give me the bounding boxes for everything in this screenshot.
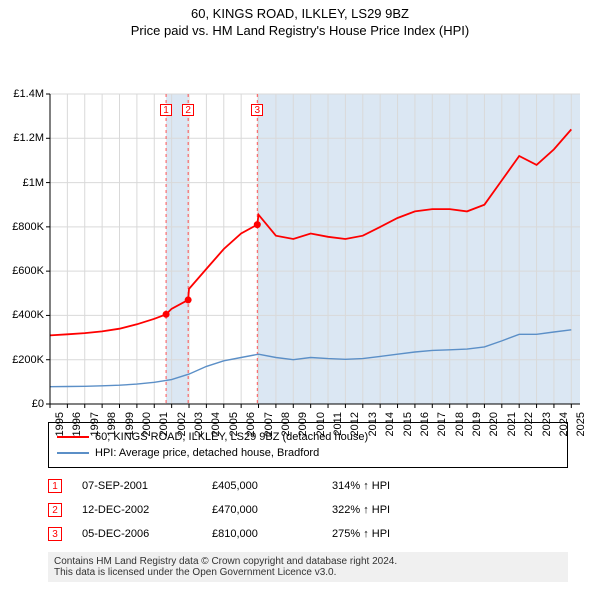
x-tick-label: 2025 xyxy=(575,412,587,452)
footer-license: Contains HM Land Registry data © Crown c… xyxy=(48,552,568,582)
x-tick-label: 1997 xyxy=(89,412,101,452)
y-tick-label: £600K xyxy=(2,265,44,277)
x-tick-label: 2015 xyxy=(402,412,414,452)
x-tick-label: 1995 xyxy=(54,412,66,452)
sale-row: 1 07-SEP-2001 £405,000 314% ↑ HPI xyxy=(48,474,568,498)
chart-sale-marker: 1 xyxy=(160,104,172,116)
x-tick-label: 2002 xyxy=(176,412,188,452)
sale-date: 05-DEC-2006 xyxy=(82,528,192,540)
sale-price: £810,000 xyxy=(212,528,312,540)
chart-sale-marker: 3 xyxy=(251,104,263,116)
y-tick-label: £800K xyxy=(2,221,44,233)
y-tick-label: £1.4M xyxy=(2,88,44,100)
x-tick-label: 2005 xyxy=(228,412,240,452)
x-tick-label: 2001 xyxy=(158,412,170,452)
x-tick-label: 2013 xyxy=(367,412,379,452)
footer-line1: Contains HM Land Registry data © Crown c… xyxy=(54,556,562,567)
sale-price: £405,000 xyxy=(212,480,312,492)
x-tick-label: 2003 xyxy=(193,412,205,452)
sale-marker-icon: 2 xyxy=(48,503,62,517)
sale-pct: 314% ↑ HPI xyxy=(332,480,452,492)
x-tick-label: 2011 xyxy=(332,412,344,452)
sale-row: 2 12-DEC-2002 £470,000 322% ↑ HPI xyxy=(48,498,568,522)
chart-plot-area: £0£200K£400K£600K£800K£1M£1.2M£1.4M19951… xyxy=(0,44,600,414)
x-tick-label: 2020 xyxy=(488,412,500,452)
footer-line2: This data is licensed under the Open Gov… xyxy=(54,567,562,578)
chart-sale-marker: 2 xyxy=(182,104,194,116)
sale-pct: 275% ↑ HPI xyxy=(332,528,452,540)
sale-marker-icon: 3 xyxy=(48,527,62,541)
x-tick-label: 2021 xyxy=(506,412,518,452)
sale-date: 07-SEP-2001 xyxy=(82,480,192,492)
x-tick-label: 2024 xyxy=(558,412,570,452)
x-tick-label: 1996 xyxy=(71,412,83,452)
y-tick-label: £1.2M xyxy=(2,132,44,144)
x-tick-label: 2009 xyxy=(297,412,309,452)
chart-container: { "title_line1": "60, KINGS ROAD, ILKLEY… xyxy=(0,6,600,590)
x-tick-label: 2023 xyxy=(541,412,553,452)
y-tick-label: £200K xyxy=(2,354,44,366)
x-tick-label: 2000 xyxy=(141,412,153,452)
y-tick-label: £0 xyxy=(2,398,44,410)
x-tick-label: 2012 xyxy=(349,412,361,452)
sale-price: £470,000 xyxy=(212,504,312,516)
y-tick-label: £400K xyxy=(2,309,44,321)
x-tick-label: 2010 xyxy=(315,412,327,452)
legend-swatch xyxy=(57,452,89,454)
x-tick-label: 2014 xyxy=(384,412,396,452)
sale-pct: 322% ↑ HPI xyxy=(332,504,452,516)
x-tick-label: 2016 xyxy=(419,412,431,452)
chart-title-1: 60, KINGS ROAD, ILKLEY, LS29 9BZ xyxy=(0,6,600,21)
x-tick-label: 2008 xyxy=(280,412,292,452)
sale-marker-icon: 1 xyxy=(48,479,62,493)
x-tick-label: 2022 xyxy=(523,412,535,452)
x-tick-label: 2006 xyxy=(245,412,257,452)
x-tick-label: 2017 xyxy=(436,412,448,452)
sales-table: 1 07-SEP-2001 £405,000 314% ↑ HPI 2 12-DEC-20… xyxy=(48,474,568,546)
sale-date: 12-DEC-2002 xyxy=(82,504,192,516)
chart-overlay: £0£200K£400K£600K£800K£1M£1.2M£1.4M19951… xyxy=(0,44,600,414)
x-tick-label: 1999 xyxy=(124,412,136,452)
x-tick-label: 2004 xyxy=(210,412,222,452)
x-tick-label: 2018 xyxy=(454,412,466,452)
sale-row: 3 05-DEC-2006 £810,000 275% ↑ HPI xyxy=(48,522,568,546)
y-tick-label: £1M xyxy=(2,177,44,189)
x-tick-label: 2007 xyxy=(263,412,275,452)
chart-title-2: Price paid vs. HM Land Registry's House … xyxy=(0,23,600,38)
x-tick-label: 2019 xyxy=(471,412,483,452)
x-tick-label: 1998 xyxy=(106,412,118,452)
